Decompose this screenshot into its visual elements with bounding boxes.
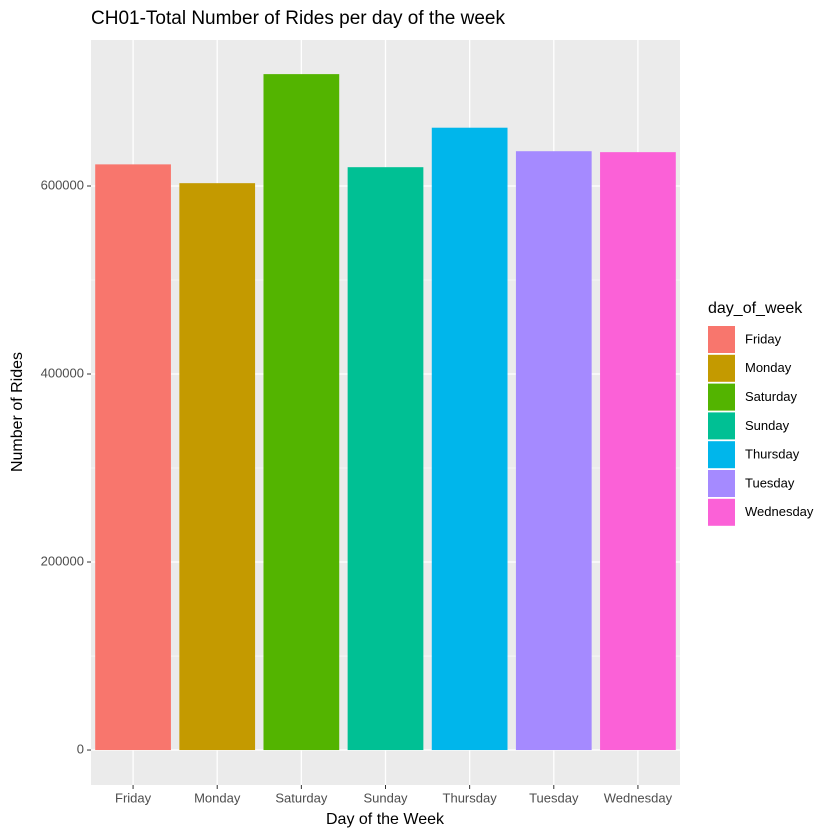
- legend-key: [708, 498, 735, 526]
- bar: [600, 152, 676, 751]
- legend-label: Thursday: [745, 447, 800, 462]
- x-tick-label: Friday: [115, 790, 152, 805]
- bar: [431, 127, 508, 751]
- y-tick-label: 400000: [41, 365, 84, 380]
- legend-key: [708, 441, 735, 469]
- y-axis-title: Number of Rides: [9, 352, 26, 472]
- legend-label: Sunday: [745, 418, 790, 433]
- x-tick-label: Sunday: [363, 790, 408, 805]
- legend-key: [708, 383, 735, 411]
- y-tick-label: 200000: [41, 553, 84, 568]
- x-tick-label: Monday: [194, 790, 241, 805]
- bar: [263, 74, 340, 751]
- legend-label: Saturday: [745, 389, 798, 404]
- legend-key: [708, 412, 735, 440]
- legend-label: Wednesday: [745, 504, 814, 519]
- x-axis-title: Day of the Week: [326, 811, 445, 828]
- legend-title: day_of_week: [708, 300, 803, 317]
- legend-key: [708, 470, 735, 497]
- x-tick-label: Tuesday: [529, 790, 579, 805]
- legend-label: Friday: [745, 331, 782, 346]
- x-tick-label: Thursday: [443, 790, 498, 805]
- legend-label: Tuesday: [745, 475, 795, 490]
- legend-key: [708, 326, 735, 353]
- y-tick-label: 600000: [41, 177, 84, 192]
- y-tick-label: 0: [77, 741, 84, 756]
- x-tick-label: Saturday: [275, 790, 328, 805]
- x-tick-label: Wednesday: [604, 790, 673, 805]
- bar: [347, 167, 424, 751]
- bar: [179, 183, 256, 751]
- legend-key: [708, 354, 735, 382]
- legend-label: Monday: [745, 360, 792, 375]
- bar: [95, 164, 171, 751]
- bar: [515, 151, 592, 751]
- chart-title: CH01-Total Number of Rides per day of th…: [91, 8, 505, 29]
